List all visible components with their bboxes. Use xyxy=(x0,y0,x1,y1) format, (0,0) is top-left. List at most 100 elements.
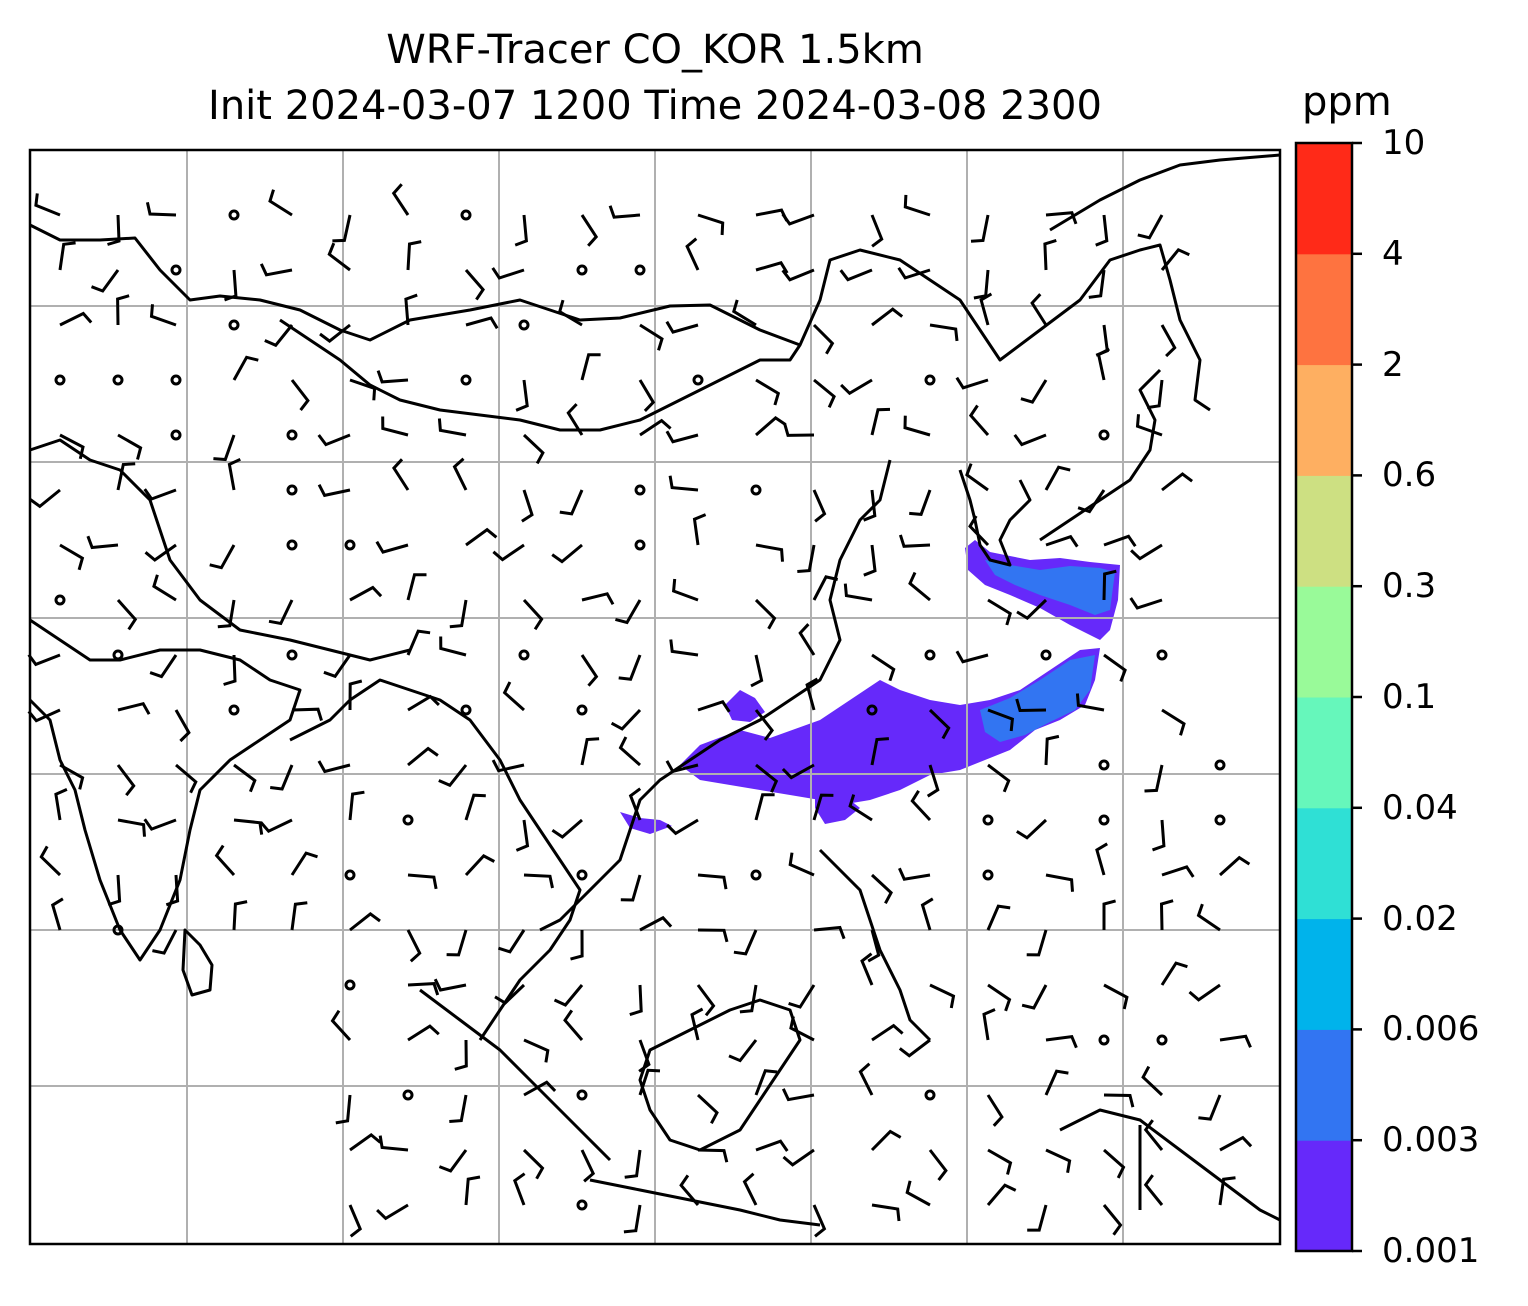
wind-barb xyxy=(754,709,774,741)
wind-barb xyxy=(903,415,931,437)
wind-barbs xyxy=(27,183,1253,1238)
wind-barb xyxy=(1130,543,1163,561)
wind-barb xyxy=(968,515,990,547)
wind-barb xyxy=(788,984,816,1009)
wind-barb xyxy=(843,583,873,602)
calm-wind-marker xyxy=(286,649,298,661)
border-mongolia xyxy=(798,243,1211,412)
colorbar xyxy=(1294,141,1362,1253)
wind-barb xyxy=(898,867,931,881)
wind-barb xyxy=(696,1093,719,1125)
wind-barb xyxy=(563,1009,584,1041)
wind-barb xyxy=(910,790,932,822)
wind-barb xyxy=(1137,214,1164,240)
wind-barb xyxy=(870,1129,902,1152)
wind-barb xyxy=(233,763,257,793)
wind-barb xyxy=(639,323,664,351)
calm-wind-marker xyxy=(112,649,124,661)
wind-barb xyxy=(217,599,236,629)
wind-barb xyxy=(728,1039,758,1063)
wind-barb xyxy=(754,598,777,630)
wind-barb xyxy=(679,1174,700,1206)
calm-wind-marker xyxy=(112,924,124,936)
wind-barb xyxy=(870,873,893,905)
coast-east-china xyxy=(539,459,892,932)
wind-barb xyxy=(523,1080,557,1097)
colorbar-tick-label: 4 xyxy=(1382,233,1404,274)
wind-barb xyxy=(805,677,819,711)
calm-wind-marker xyxy=(344,979,356,991)
colorbar-segment xyxy=(1296,807,1352,920)
wind-barb xyxy=(898,1038,931,1058)
calm-wind-marker xyxy=(402,814,414,826)
wind-barb xyxy=(1102,899,1116,930)
wind-barb xyxy=(987,708,1015,732)
wind-barb xyxy=(1102,1204,1123,1236)
wind-barb xyxy=(90,269,120,293)
wind-barb xyxy=(391,183,410,216)
wind-barb xyxy=(858,1062,874,1096)
calm-wind-marker xyxy=(1098,759,1110,771)
wind-barb xyxy=(580,654,599,687)
calm-wind-marker xyxy=(1098,429,1110,441)
wind-barb xyxy=(107,874,122,907)
wind-barb xyxy=(1026,929,1048,957)
wind-barb xyxy=(407,1024,440,1042)
wind-barb xyxy=(1129,597,1163,610)
wind-barb xyxy=(1188,983,1221,1002)
wind-barb xyxy=(1159,899,1174,931)
wind-barb xyxy=(143,488,177,501)
wind-barb xyxy=(143,818,177,831)
wind-barb xyxy=(392,458,410,491)
wind-barb xyxy=(559,489,584,516)
wind-barb xyxy=(381,416,409,437)
wind-barb xyxy=(454,1039,468,1071)
wind-barb xyxy=(848,794,873,822)
wind-barb xyxy=(628,787,642,821)
wind-barb xyxy=(1020,379,1048,404)
calm-wind-marker xyxy=(286,429,298,441)
wind-barb xyxy=(1161,708,1186,736)
map-title-line1: WRF-Tracer CO_KOR 1.5km xyxy=(386,27,924,73)
wind-barb xyxy=(317,433,351,447)
wind-barb xyxy=(867,929,881,963)
wind-barb xyxy=(1219,1034,1252,1048)
wind-barb xyxy=(690,1007,704,1041)
plume-mid-korea-japan xyxy=(985,560,1115,615)
wind-barb xyxy=(464,1175,481,1206)
wind-barb xyxy=(523,1038,550,1063)
wind-barb xyxy=(117,818,146,837)
wind-barb xyxy=(1135,414,1163,437)
calm-wind-marker xyxy=(112,374,124,386)
wind-barb xyxy=(319,323,351,343)
wind-barb xyxy=(449,1094,468,1123)
wind-barb xyxy=(59,763,85,790)
wind-barb xyxy=(317,760,351,774)
calm-wind-marker xyxy=(982,869,994,881)
wind-barb xyxy=(553,984,584,1007)
wind-barb xyxy=(1045,873,1074,892)
wind-barb xyxy=(117,433,143,460)
wind-barb xyxy=(259,818,293,834)
wind-barb xyxy=(665,430,699,444)
wind-barb xyxy=(979,292,993,326)
map-title-line2: Init 2024-03-07 1200 Time 2024-03-08 230… xyxy=(208,83,1102,129)
wind-barb xyxy=(620,874,642,902)
wind-barb xyxy=(624,1149,642,1179)
colorbar-segment xyxy=(1296,364,1352,476)
wind-barb xyxy=(223,654,237,686)
wind-barb xyxy=(618,736,641,767)
wind-barb xyxy=(1102,569,1117,601)
colorbar-tick-label: 0.001 xyxy=(1382,1231,1480,1271)
wind-barb xyxy=(464,854,496,877)
wind-barb xyxy=(116,462,136,491)
wind-barb xyxy=(1103,1093,1135,1108)
plume-mid-south xyxy=(980,655,1095,742)
colorbar-segment xyxy=(1296,253,1352,366)
wind-barb xyxy=(812,793,834,821)
wind-barb xyxy=(610,708,642,731)
calm-wind-marker xyxy=(576,1199,588,1211)
wind-barb xyxy=(502,681,525,712)
colorbar-segment xyxy=(1296,586,1352,698)
wind-barb xyxy=(638,1039,651,1073)
